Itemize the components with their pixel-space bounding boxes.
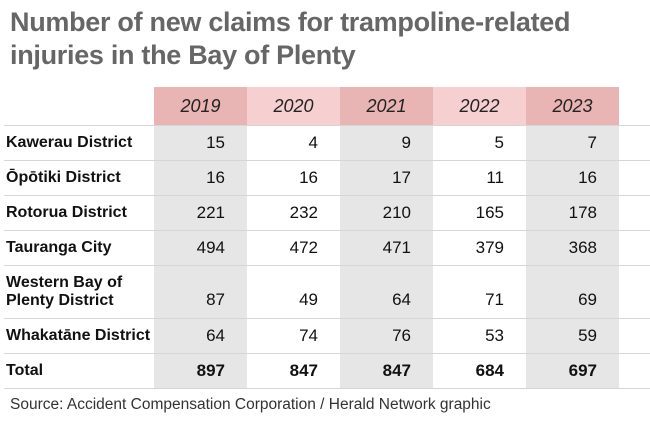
cell-2023: 59 — [578, 325, 597, 345]
table-row: Tauranga City 494 472 471 379 368 — [4, 230, 650, 265]
cell-2019: 494 — [196, 237, 225, 257]
cell-2022: 379 — [475, 237, 504, 257]
cell-2021: 471 — [382, 237, 411, 257]
row-divider — [4, 125, 650, 126]
cell-2020: 49 — [299, 289, 318, 309]
column-header-2020: 2020 — [247, 87, 340, 125]
column-header-2023: 2023 — [526, 87, 619, 125]
row-label: Ōpōtiki District — [6, 168, 121, 186]
column-header-2021: 2021 — [340, 87, 433, 125]
row-divider — [4, 388, 650, 389]
cell-2022: 11 — [486, 167, 504, 187]
table-row: Whakatāne District 64 74 76 53 59 — [4, 318, 650, 353]
column-shade-2021 — [340, 125, 433, 388]
cell-2023: 178 — [568, 202, 597, 222]
cell-2020: 74 — [299, 325, 318, 345]
cell-2020: 4 — [308, 132, 318, 152]
column-header-2019: 2019 — [154, 87, 247, 125]
total-row: Total 897 847 847 684 697 — [4, 353, 650, 388]
row-label: Whakatāne District — [6, 326, 151, 344]
cell-2019: 897 — [196, 360, 225, 380]
cell-2021: 17 — [392, 167, 411, 187]
cell-2021: 76 — [392, 325, 411, 345]
cell-2022: 71 — [485, 289, 504, 309]
cell-2021: 210 — [382, 202, 411, 222]
row-divider — [4, 353, 650, 354]
source-note: Source: Accident Compensation Corporatio… — [10, 396, 491, 413]
row-label-text: Western Bay of Plenty District — [6, 273, 123, 309]
table-row: Ōpōtiki District 16 16 17 11 16 — [4, 160, 650, 195]
cell-2022: 5 — [494, 132, 504, 152]
cell-2023: 7 — [587, 132, 597, 152]
cell-2023: 697 — [568, 360, 597, 380]
column-header-2022: 2022 — [433, 87, 526, 125]
column-shade-2019 — [154, 125, 247, 388]
table-row: Rotorua District 221 232 210 165 178 — [4, 195, 650, 230]
cell-2019: 221 — [196, 202, 225, 222]
cell-2021: 847 — [382, 360, 411, 380]
chart-title-line-2: injuries in the Bay of Plenty — [10, 40, 356, 70]
cell-2022: 53 — [485, 325, 504, 345]
cell-2020: 16 — [299, 167, 318, 187]
cell-2020: 847 — [289, 360, 318, 380]
cell-2019: 87 — [206, 289, 225, 309]
row-divider — [4, 160, 650, 161]
cell-2020: 472 — [289, 237, 318, 257]
cell-2019: 16 — [206, 167, 225, 187]
cell-2020: 232 — [289, 202, 318, 222]
table-row: Kawerau District 15 4 9 5 7 — [4, 125, 650, 160]
cell-2023: 368 — [568, 237, 597, 257]
row-label: Kawerau District — [6, 133, 133, 151]
row-label: Total — [6, 361, 44, 379]
row-divider — [4, 195, 650, 196]
chart-title: Number of new claims for trampoline-rela… — [10, 6, 640, 72]
cell-2021: 9 — [401, 132, 411, 152]
row-divider — [4, 230, 650, 231]
row-divider — [4, 318, 650, 319]
cell-2022: 165 — [475, 202, 504, 222]
cell-2019: 64 — [206, 325, 225, 345]
row-label: Rotorua District — [6, 203, 127, 221]
cell-2022: 684 — [475, 360, 504, 380]
chart-title-line-1: Number of new claims for trampoline-rela… — [10, 7, 571, 37]
cell-2021: 64 — [392, 289, 411, 309]
claims-table: 2019 2020 2021 2022 2023 Kawerau District 15 4 9… — [4, 87, 650, 389]
row-label: Tauranga City — [6, 238, 112, 256]
column-shade-2023 — [526, 125, 619, 388]
row-label: Western Bay of Plenty District — [6, 265, 122, 318]
cell-2019: 15 — [206, 132, 225, 152]
cell-2023: 16 — [578, 167, 597, 187]
cell-2023: 69 — [578, 289, 597, 309]
table-row: Western Bay of Plenty District 87 49 64 71 69 — [4, 265, 650, 318]
row-divider — [4, 265, 650, 266]
